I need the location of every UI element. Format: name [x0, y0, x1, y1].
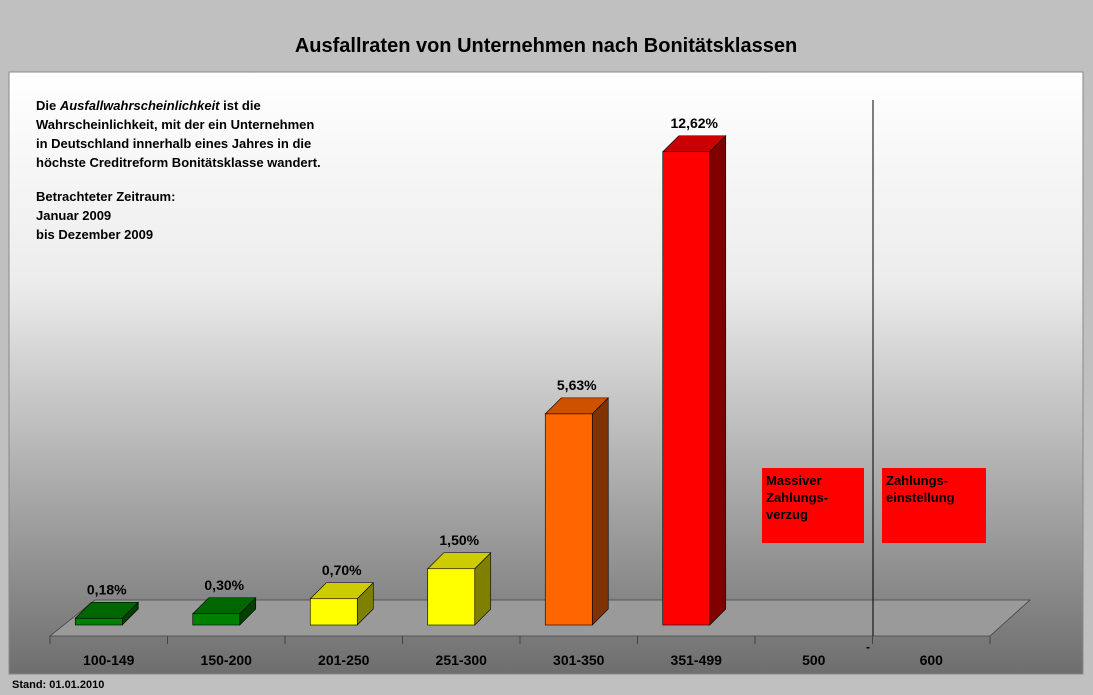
description-part: Betrachteter Zeitraum: [36, 189, 175, 204]
x-tick-label: 500 [802, 652, 826, 668]
description-part: bis Dezember 2009 [36, 227, 153, 242]
x-tick-label: 251-300 [436, 652, 488, 668]
data-label: 0,70% [322, 562, 362, 578]
data-label: 5,63% [557, 377, 597, 393]
description-part: Januar 2009 [36, 208, 111, 223]
box-label: Zahlungs- [886, 473, 948, 488]
description-part: Ausfallwahrscheinlichkeit [59, 98, 220, 113]
box-label: verzug [766, 507, 808, 522]
box [882, 468, 986, 543]
description-part: Wahrscheinlichkeit, mit der ein Unterneh… [36, 117, 314, 132]
bar [74, 617, 123, 626]
box-label: Zahlungs- [766, 490, 828, 505]
bar-side [591, 397, 609, 626]
description-line: Betrachteter Zeitraum: [36, 189, 175, 204]
description-part: in Deutschland innerhalb eines Jahres in… [36, 136, 311, 151]
bar [192, 613, 241, 626]
bar [309, 598, 358, 626]
description-line: in Deutschland innerhalb eines Jahres in… [36, 136, 311, 151]
data-label: 12,62% [671, 115, 719, 131]
box-label: einstellung [886, 490, 955, 505]
description-part: Die [36, 98, 60, 113]
x-tick-label: 100-149 [83, 652, 135, 668]
data-label: 1,50% [439, 532, 479, 548]
footer: Stand: 01.01.2010 [12, 679, 104, 691]
x-tick-label: 351-499 [671, 652, 723, 668]
marker: - [866, 640, 870, 654]
data-label: 0,18% [87, 581, 127, 597]
description-line: höchste Creditreform Bonitätsklasse wand… [36, 155, 321, 170]
description-line: bis Dezember 2009 [36, 227, 153, 242]
bar-side [709, 135, 727, 626]
x-tick-label: 301-350 [553, 652, 605, 668]
description-part: höchste Creditreform Bonitätsklasse wand… [36, 155, 321, 170]
description-part: ist die [220, 98, 261, 113]
box-label: Massiver [766, 473, 822, 488]
chart-title: Ausfallraten von Unternehmen nach Bonitä… [295, 35, 797, 57]
x-tick-label: 150-200 [201, 652, 253, 668]
data-label: 0,30% [204, 577, 244, 593]
floor [48, 599, 1032, 637]
description-line: Wahrscheinlichkeit, mit der ein Unterneh… [36, 117, 314, 132]
description-line: Januar 2009 [36, 208, 111, 223]
x-tick-label: 201-250 [318, 652, 370, 668]
bar [662, 151, 711, 626]
box [762, 468, 864, 543]
x-tick-label: 600 [920, 652, 944, 668]
bar [544, 413, 593, 626]
bar [427, 568, 476, 626]
description-line: Die Ausfallwahrscheinlichkeit ist die [36, 98, 261, 113]
